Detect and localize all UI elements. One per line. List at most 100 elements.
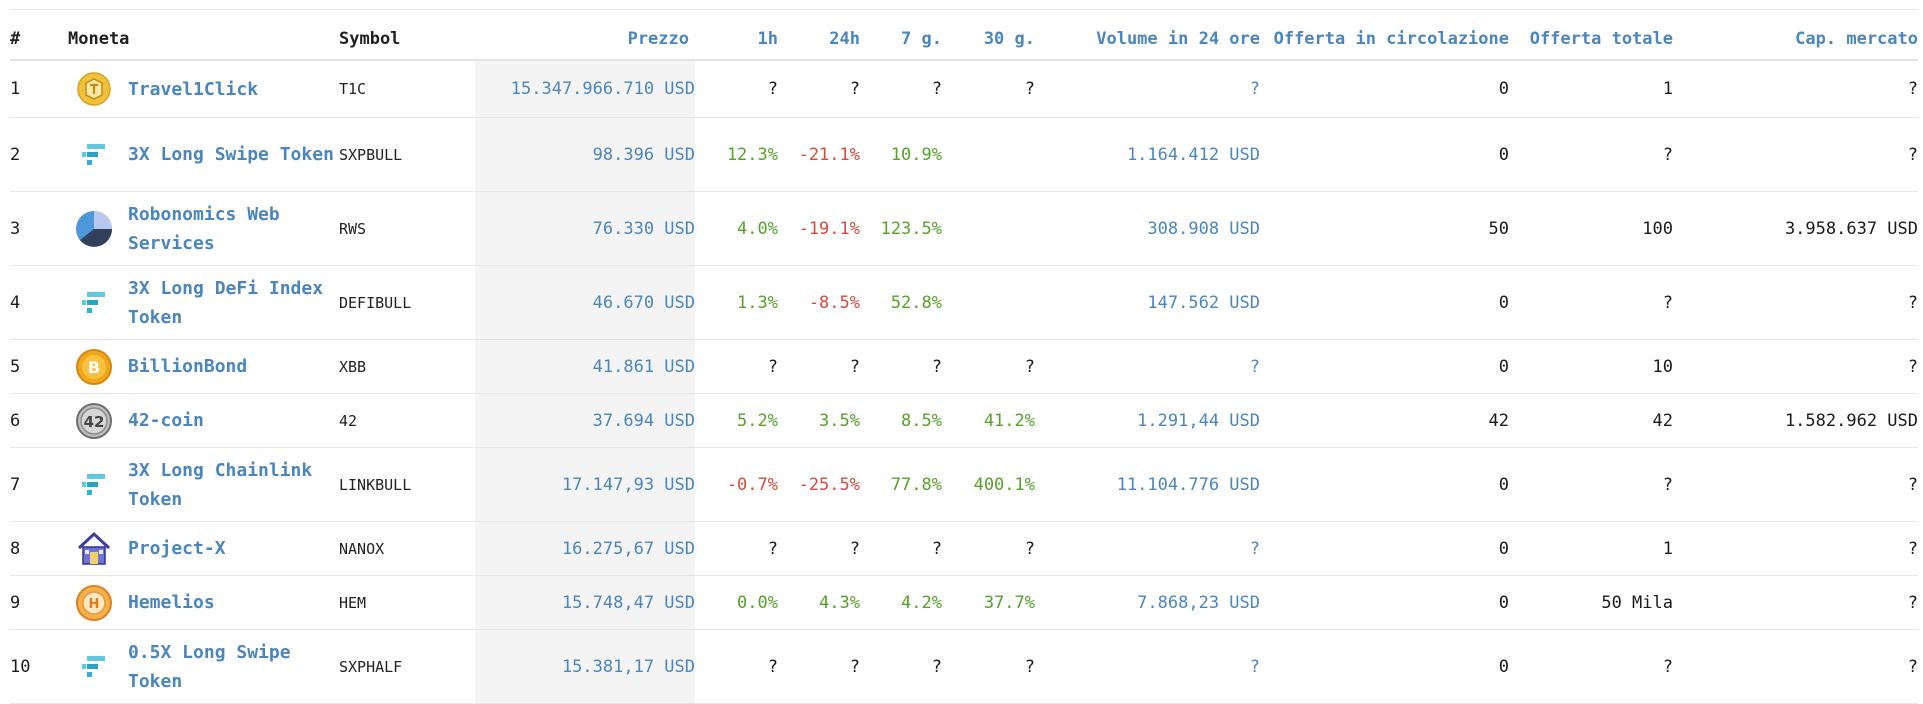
table-row[interactable]: 4 3X Long DeFi Index Token DEFIBULL 46.670 … bbox=[10, 265, 1918, 340]
volume-cell: ? bbox=[1035, 521, 1260, 576]
change-7d-cell: 123.5% bbox=[860, 191, 942, 266]
coin-cell[interactable]: B BillionBond bbox=[68, 339, 339, 394]
price-cell: 15.381,17 USD bbox=[475, 629, 695, 704]
circulating-supply-cell: 0 bbox=[1260, 521, 1509, 576]
coin-name-link[interactable]: Project-X bbox=[128, 538, 226, 559]
total-supply-cell: 1 bbox=[1509, 521, 1673, 576]
market-cap-cell: ? bbox=[1673, 447, 1918, 522]
price-cell: 15.748,47 USD bbox=[475, 575, 695, 630]
rank-cell: 4 bbox=[10, 265, 68, 340]
table-row[interactable]: 2 3X Long Swipe Token SXPBULL 98.396 USD 12.… bbox=[10, 117, 1918, 192]
price-cell: 17.147,93 USD bbox=[475, 447, 695, 522]
market-cap-cell: ? bbox=[1673, 339, 1918, 394]
coin-name-link[interactable]: BillionBond bbox=[128, 356, 248, 377]
coin-name-link[interactable]: 3X Long Chainlink Token bbox=[128, 459, 313, 510]
robonomics-logo-icon bbox=[72, 209, 116, 249]
header-24h[interactable]: 24h bbox=[778, 18, 860, 61]
coin-name-link[interactable]: 3X Long Swipe Token bbox=[128, 144, 334, 165]
header-market-cap[interactable]: Cap. mercato bbox=[1673, 18, 1918, 61]
table-row[interactable]: 8 Project-X NANOX 16.275,67 USD????? 0 1? bbox=[10, 521, 1918, 576]
coin-cell[interactable]: 0.5X Long Swipe Token bbox=[68, 629, 339, 704]
header-volume[interactable]: Volume in 24 ore bbox=[1035, 18, 1260, 61]
header-coin[interactable]: Moneta bbox=[68, 18, 339, 61]
change-24h-cell: -19.1% bbox=[778, 191, 860, 266]
price-cell: 41.861 USD bbox=[475, 339, 695, 394]
table-row[interactable]: 10 0.5X Long Swipe Token SXPHALF 15.381,17 … bbox=[10, 629, 1918, 704]
rank-cell: 8 bbox=[10, 521, 68, 576]
symbol-cell: DEFIBULL bbox=[339, 265, 475, 340]
circulating-supply-cell: 0 bbox=[1260, 575, 1509, 630]
symbol-cell: XBB bbox=[339, 339, 475, 394]
coin-name-link[interactable]: 3X Long DeFi Index Token bbox=[128, 277, 324, 328]
volume-cell: 308.908 USD bbox=[1035, 191, 1260, 266]
header-1h[interactable]: 1h bbox=[695, 18, 778, 61]
total-supply-cell: ? bbox=[1509, 265, 1673, 340]
change-30d-cell: ? bbox=[942, 339, 1035, 394]
change-24h-cell: 4.3% bbox=[778, 575, 860, 630]
total-supply-cell: 1 bbox=[1509, 60, 1673, 118]
header-circulating-supply[interactable]: Offerta in circolazione bbox=[1260, 18, 1509, 61]
volume-cell: ? bbox=[1035, 339, 1260, 394]
table-row[interactable]: 6 42 42-coin 42 37.694 USD 5.2% 3.5% 8.5% 41.2% 1… bbox=[10, 393, 1918, 448]
symbol-cell: SXPBULL bbox=[339, 117, 475, 192]
table-row[interactable]: 5 B BillionBond XBB 41.861 USD????? 0 10? bbox=[10, 339, 1918, 394]
rank-cell: 6 bbox=[10, 393, 68, 448]
billionbond-logo-icon: B bbox=[72, 347, 116, 387]
price-cell: 15.347.966.710 USD bbox=[475, 60, 695, 118]
change-7d-cell: 10.9% bbox=[860, 117, 942, 192]
price-cell: 98.396 USD bbox=[475, 117, 695, 192]
change-24h-cell: ? bbox=[778, 60, 860, 118]
rank-cell: 3 bbox=[10, 191, 68, 266]
market-cap-cell: ? bbox=[1673, 60, 1918, 118]
market-cap-cell: ? bbox=[1673, 117, 1918, 192]
change-24h-cell: -8.5% bbox=[778, 265, 860, 340]
symbol-cell: RWS bbox=[339, 191, 475, 266]
rank-cell: 2 bbox=[10, 117, 68, 192]
total-supply-cell: 42 bbox=[1509, 393, 1673, 448]
table-row[interactable]: 7 3X Long Chainlink Token LINKBULL 17.147,9… bbox=[10, 447, 1918, 522]
coin-cell[interactable]: 42 42-coin bbox=[68, 393, 339, 448]
change-1h-cell: 1.3% bbox=[695, 265, 778, 340]
change-24h-cell: -25.5% bbox=[778, 447, 860, 522]
header-total-supply[interactable]: Offerta totale bbox=[1509, 18, 1673, 61]
rank-cell: 9 bbox=[10, 575, 68, 630]
header-rank[interactable]: # bbox=[10, 18, 68, 61]
coin-cell[interactable]: 3X Long Swipe Token bbox=[68, 117, 339, 192]
price-cell: 16.275,67 USD bbox=[475, 521, 695, 576]
total-supply-cell: 10 bbox=[1509, 339, 1673, 394]
change-30d-cell: ? bbox=[942, 629, 1035, 704]
table-row[interactable]: 1 Travel1Click T1C 15.347.966.710 USD????? 0… bbox=[10, 60, 1918, 118]
coin-name-link[interactable]: 0.5X Long Swipe Token bbox=[128, 641, 291, 692]
hemelios-logo-icon: H bbox=[72, 583, 116, 623]
coin-cell[interactable]: Project-X bbox=[68, 521, 339, 576]
coin-name-link[interactable]: Hemelios bbox=[128, 592, 215, 613]
table-row[interactable]: 3 Robonomics Web Services RWS 76.330 USD 4.0… bbox=[10, 191, 1918, 266]
coins-table-body: 1 Travel1Click T1C 15.347.966.710 USD????? 0… bbox=[10, 60, 1918, 704]
change-24h-cell: ? bbox=[778, 629, 860, 704]
header-symbol[interactable]: Symbol bbox=[339, 18, 475, 61]
table-row[interactable]: 9 H Hemelios HEM 15.748,47 USD 0.0% 4.3% 4.2% 37… bbox=[10, 575, 1918, 630]
coin-cell[interactable]: H Hemelios bbox=[68, 575, 339, 630]
circulating-supply-cell: 0 bbox=[1260, 629, 1509, 704]
volume-cell: ? bbox=[1035, 60, 1260, 118]
coin-cell[interactable]: Robonomics Web Services bbox=[68, 191, 339, 266]
header-30d[interactable]: 30 g. bbox=[942, 18, 1035, 61]
coin-name-link[interactable]: 42-coin bbox=[128, 410, 204, 431]
coin-name-link[interactable]: Robonomics Web Services bbox=[128, 203, 280, 254]
header-7d[interactable]: 7 g. bbox=[860, 18, 942, 61]
header-price[interactable]: Prezzo bbox=[475, 18, 695, 61]
coin-name-link[interactable]: Travel1Click bbox=[128, 78, 259, 100]
market-cap-cell: ? bbox=[1673, 265, 1918, 340]
price-cell: 37.694 USD bbox=[475, 393, 695, 448]
change-7d-cell: 8.5% bbox=[860, 393, 942, 448]
circulating-supply-cell: 0 bbox=[1260, 447, 1509, 522]
coin-cell[interactable]: 3X Long Chainlink Token bbox=[68, 447, 339, 522]
change-1h-cell: 4.0% bbox=[695, 191, 778, 266]
coin-cell[interactable]: Travel1Click bbox=[68, 60, 339, 118]
travel1click-logo-icon bbox=[72, 69, 116, 109]
volume-cell: 7.868,23 USD bbox=[1035, 575, 1260, 630]
coin-cell[interactable]: 3X Long DeFi Index Token bbox=[68, 265, 339, 340]
ftx-logo-icon bbox=[72, 465, 116, 505]
total-supply-cell: ? bbox=[1509, 447, 1673, 522]
42coin-logo-icon: 42 bbox=[72, 401, 116, 441]
